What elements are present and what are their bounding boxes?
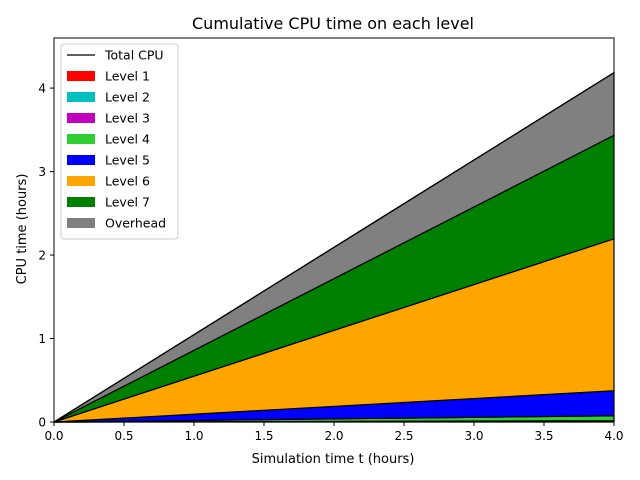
legend-swatch-level-2 — [67, 92, 95, 102]
y-tick-label: 1 — [38, 332, 46, 346]
chart-title: Cumulative CPU time on each level — [192, 14, 474, 33]
legend-swatch-level-1 — [67, 71, 95, 81]
y-tick-label: 0 — [38, 416, 46, 430]
x-tick-label: 1.5 — [254, 429, 273, 443]
legend-label-level-6: Level 6 — [105, 174, 150, 189]
legend-label-level-4: Level 4 — [105, 132, 150, 147]
y-axis-label: CPU time (hours) — [15, 174, 30, 285]
legend-label-level-3: Level 3 — [105, 111, 150, 126]
legend-swatch-level-5 — [67, 155, 95, 165]
legend-label-total-cpu: Total CPU — [104, 48, 164, 63]
legend-swatch-level-3 — [67, 113, 95, 123]
x-tick-label: 0.0 — [44, 429, 63, 443]
legend-label-level-5: Level 5 — [105, 153, 150, 168]
y-tick-label: 3 — [38, 165, 46, 179]
legend-label-overhead: Overhead — [105, 216, 166, 231]
x-axis-label: Simulation time t (hours) — [252, 452, 415, 467]
legend-label-level-2: Level 2 — [105, 90, 150, 105]
x-tick-label: 0.5 — [114, 429, 133, 443]
y-tick-label: 2 — [38, 249, 46, 263]
y-ticks: 0 1 2 3 4 — [38, 82, 54, 430]
x-tick-label: 4.0 — [604, 429, 623, 443]
legend-swatch-level-6 — [67, 176, 95, 186]
legend-label-level-7: Level 7 — [105, 195, 150, 210]
x-ticks: 0.0 0.5 1.0 1.5 2.0 2.5 3.0 3.5 4.0 — [44, 422, 624, 443]
x-tick-label: 3.5 — [534, 429, 553, 443]
legend-swatch-overhead — [67, 218, 95, 228]
y-tick-label: 4 — [38, 82, 46, 96]
x-tick-label: 3.0 — [464, 429, 483, 443]
x-tick-label: 2.0 — [324, 429, 343, 443]
x-tick-label: 1.0 — [184, 429, 203, 443]
legend: Total CPU Level 1 Level 2 Level 3 Level 4 Lev… — [60, 43, 179, 240]
legend-swatch-level-7 — [67, 197, 95, 207]
legend-swatch-level-4 — [67, 134, 95, 144]
legend-label-level-1: Level 1 — [105, 69, 150, 84]
total-cpu-line — [53, 72, 615, 423]
x-tick-label: 2.5 — [394, 429, 413, 443]
